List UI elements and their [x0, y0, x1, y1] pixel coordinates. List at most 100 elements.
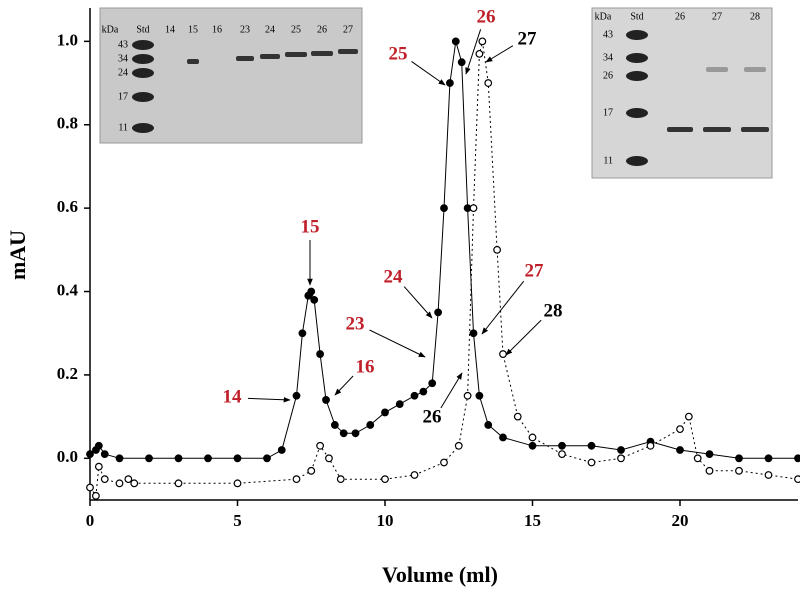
x-tick-label: 0 — [86, 511, 95, 530]
data-point — [307, 287, 316, 296]
gel-std-band — [626, 71, 648, 81]
data-point — [440, 458, 448, 467]
data-point — [646, 441, 655, 450]
data-point — [676, 425, 684, 434]
annotation: 25 — [389, 43, 408, 64]
data-point — [434, 308, 443, 317]
data-point — [298, 329, 307, 338]
gel-std-band — [626, 108, 648, 118]
data-point — [528, 441, 537, 450]
x-axis-label: Volume (ml) — [382, 562, 498, 587]
y-tick-label: 0.2 — [57, 364, 78, 383]
gel-std-band — [132, 40, 154, 50]
gel-lane-label: 16 — [212, 24, 222, 35]
annotation: 23 — [346, 313, 365, 334]
data-point — [174, 454, 183, 463]
annotation-arrow — [369, 329, 426, 358]
data-point — [493, 245, 502, 254]
annotation-arrow — [481, 280, 525, 335]
data-point — [684, 412, 693, 421]
x-tick-label: 5 — [233, 511, 242, 530]
gel-band — [744, 67, 766, 72]
annotation-arrow — [485, 45, 514, 63]
data-point — [130, 479, 139, 488]
data-point — [307, 466, 316, 475]
x-tick-label: 10 — [377, 511, 394, 530]
data-point — [292, 475, 301, 484]
gel-marker-label: 17 — [118, 91, 128, 102]
gel-lane-label: 27 — [712, 11, 722, 22]
gel-marker-label: 11 — [603, 155, 613, 166]
annotation-arrow — [411, 61, 446, 86]
gel-lane-label: 26 — [675, 11, 685, 22]
data-point — [705, 450, 714, 459]
data-point — [145, 454, 153, 463]
data-point — [233, 479, 242, 488]
data-point — [100, 450, 109, 459]
gel-lane-label: 28 — [750, 11, 760, 22]
data-point — [277, 446, 286, 454]
y-tick-label: 1.0 — [57, 30, 78, 49]
data-point — [451, 37, 460, 46]
data-point — [322, 396, 330, 404]
annotation: 27 — [518, 28, 538, 49]
annotation: 14 — [223, 386, 243, 407]
data-point — [457, 58, 466, 67]
gel-marker-label: 34 — [603, 52, 613, 63]
data-point — [440, 204, 448, 213]
data-point — [484, 421, 493, 429]
y-tick-label: 0.8 — [57, 114, 78, 133]
gel-band — [741, 127, 769, 132]
annotation-arrow — [247, 396, 291, 403]
gel-band — [703, 127, 731, 132]
data-point — [94, 462, 103, 471]
gel-marker-label: 43 — [118, 39, 128, 50]
data-point — [428, 379, 437, 388]
data-point — [395, 400, 404, 409]
x-tick-label: 20 — [672, 511, 689, 530]
annotation: 26 — [423, 406, 442, 427]
data-point — [446, 79, 454, 87]
data-point — [419, 387, 428, 396]
data-point — [735, 454, 743, 463]
data-point — [794, 454, 800, 463]
data-point — [381, 408, 389, 417]
gel-lane-label: 15 — [188, 24, 198, 35]
data-point — [513, 412, 522, 421]
data-point — [263, 454, 271, 463]
data-point — [204, 454, 212, 463]
gel-band — [706, 67, 728, 72]
y-tick-label: 0.6 — [57, 197, 78, 216]
data-point — [86, 450, 94, 459]
data-point — [292, 391, 301, 400]
data-point — [339, 429, 348, 438]
gel-band — [338, 49, 358, 54]
gel-lane-label: 25 — [291, 24, 301, 35]
annotation: 27 — [525, 260, 545, 281]
data-point — [469, 329, 478, 338]
data-point — [463, 391, 472, 400]
data-point — [233, 454, 242, 463]
data-point — [330, 421, 339, 429]
annotation: 24 — [384, 266, 404, 287]
annotation: 26 — [477, 6, 496, 27]
gel-marker-label: 34 — [118, 53, 128, 64]
data-point — [764, 471, 773, 479]
data-point — [174, 479, 183, 488]
data-point — [310, 295, 319, 304]
data-point — [115, 479, 124, 488]
gel-unit: kDa — [102, 24, 119, 35]
gel-std-band — [626, 156, 648, 166]
gel-unit: kDa — [595, 11, 612, 22]
data-point — [86, 483, 94, 492]
data-point — [499, 350, 507, 358]
data-point — [124, 475, 133, 484]
data-point — [499, 433, 507, 442]
gel-lane-label: 14 — [165, 24, 175, 35]
annotation: 15 — [301, 216, 320, 237]
gel-lane-label: 26 — [317, 24, 327, 35]
x-tick-label: 15 — [524, 511, 541, 530]
data-point — [617, 454, 625, 463]
gel-band — [187, 59, 199, 64]
